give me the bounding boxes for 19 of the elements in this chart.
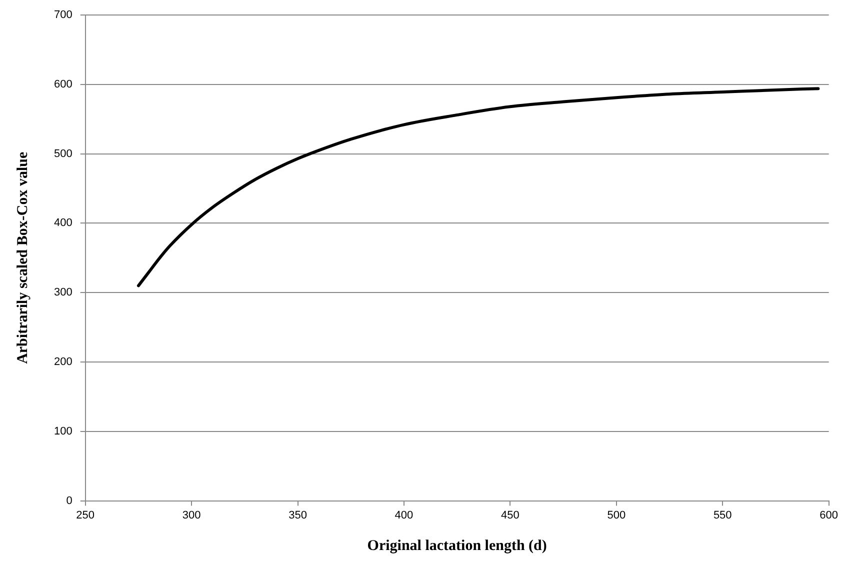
- y-tick-label: 0: [66, 494, 72, 507]
- x-tick-label: 550: [713, 509, 732, 522]
- line-series: [136, 87, 820, 288]
- x-tick-label: 500: [607, 509, 626, 522]
- y-tick-label: 200: [54, 356, 72, 368]
- y-tick-label: 700: [54, 9, 72, 22]
- x-tick-label: 400: [394, 509, 414, 522]
- x-axis-title: Original lactation length (d): [367, 538, 547, 554]
- x-tick-label: 250: [76, 509, 95, 522]
- x-tick-label: 450: [501, 509, 520, 522]
- x-tick-label: 300: [182, 509, 201, 522]
- y-axis-title: Arbitrarily scaled Box-Cox value: [14, 152, 31, 364]
- y-tick-label: 100: [54, 425, 72, 438]
- x-tick-label: 350: [288, 509, 307, 522]
- y-tick-label: 500: [54, 148, 72, 160]
- y-tick-label: 600: [54, 78, 72, 90]
- x-tick-label: 600: [820, 509, 838, 522]
- y-tick-label: 300: [54, 286, 72, 299]
- y-tick-label: 400: [54, 217, 72, 230]
